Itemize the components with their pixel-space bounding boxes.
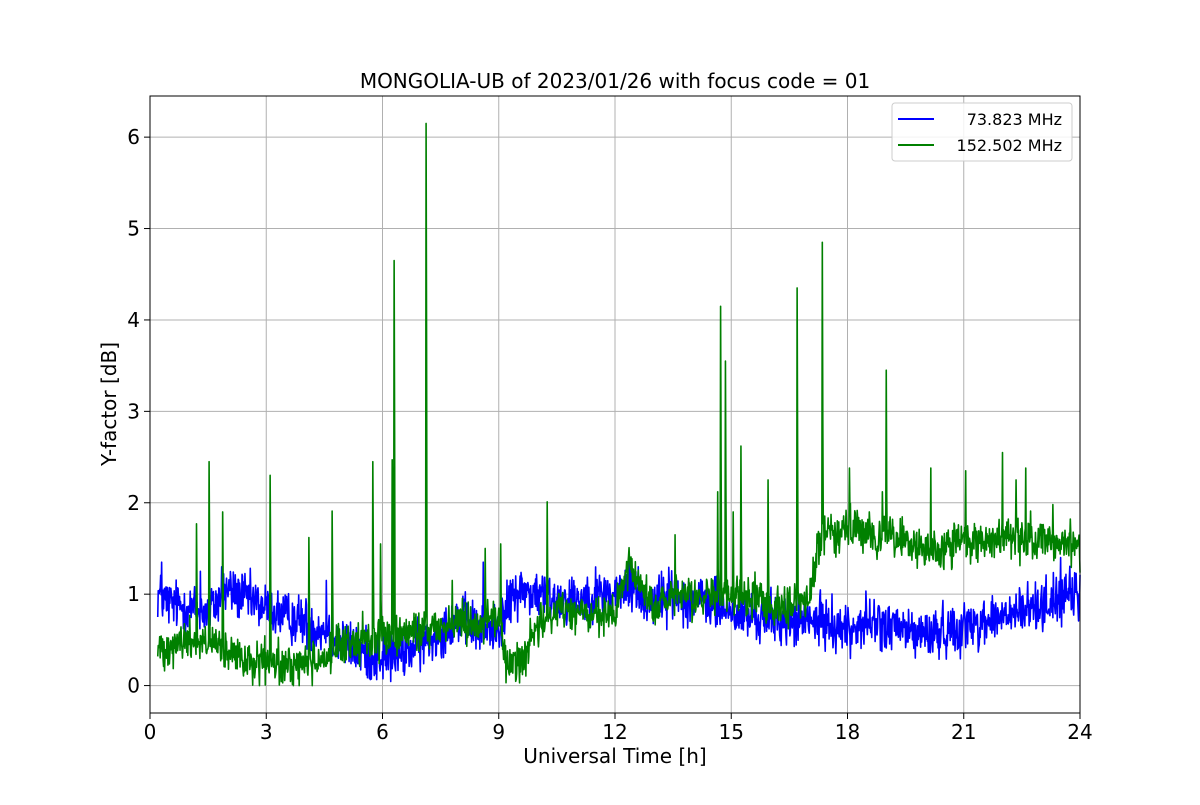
series-line-152-mhz xyxy=(156,122,1081,687)
series-line-73-mhz xyxy=(156,556,1081,683)
x-tick-label: 18 xyxy=(835,720,860,744)
x-tick-label: 0 xyxy=(144,720,157,744)
y-tick-label: 6 xyxy=(127,125,140,149)
x-tick-label: 15 xyxy=(719,720,744,744)
legend: 73.823 MHz 152.502 MHz xyxy=(891,102,1073,162)
legend-label-152-mhz: 152.502 MHz xyxy=(957,136,1062,155)
x-tick-label: 24 xyxy=(1067,720,1092,744)
y-tick-label: 3 xyxy=(127,399,140,423)
x-tick-label: 9 xyxy=(492,720,505,744)
y-tick-label: 4 xyxy=(127,308,140,332)
legend-box xyxy=(891,102,1073,162)
y-axis-label: Y-factor [dB] xyxy=(97,342,121,467)
plot-area xyxy=(156,122,1081,687)
y-tick-label: 5 xyxy=(127,217,140,241)
x-tick-label: 21 xyxy=(951,720,976,744)
x-axis-label: Universal Time [h] xyxy=(523,744,706,768)
x-tick-label: 6 xyxy=(376,720,389,744)
legend-label-73-mhz: 73.823 MHz xyxy=(967,110,1062,129)
x-tick-label: 12 xyxy=(602,720,627,744)
chart-title: MONGOLIA-UB of 2023/01/26 with focus cod… xyxy=(360,69,870,93)
y-tick-label: 1 xyxy=(127,582,140,606)
y-tick-label: 2 xyxy=(127,491,140,515)
grid xyxy=(149,96,1081,713)
x-tick-label: 3 xyxy=(260,720,273,744)
y-tick-label: 0 xyxy=(127,674,140,698)
